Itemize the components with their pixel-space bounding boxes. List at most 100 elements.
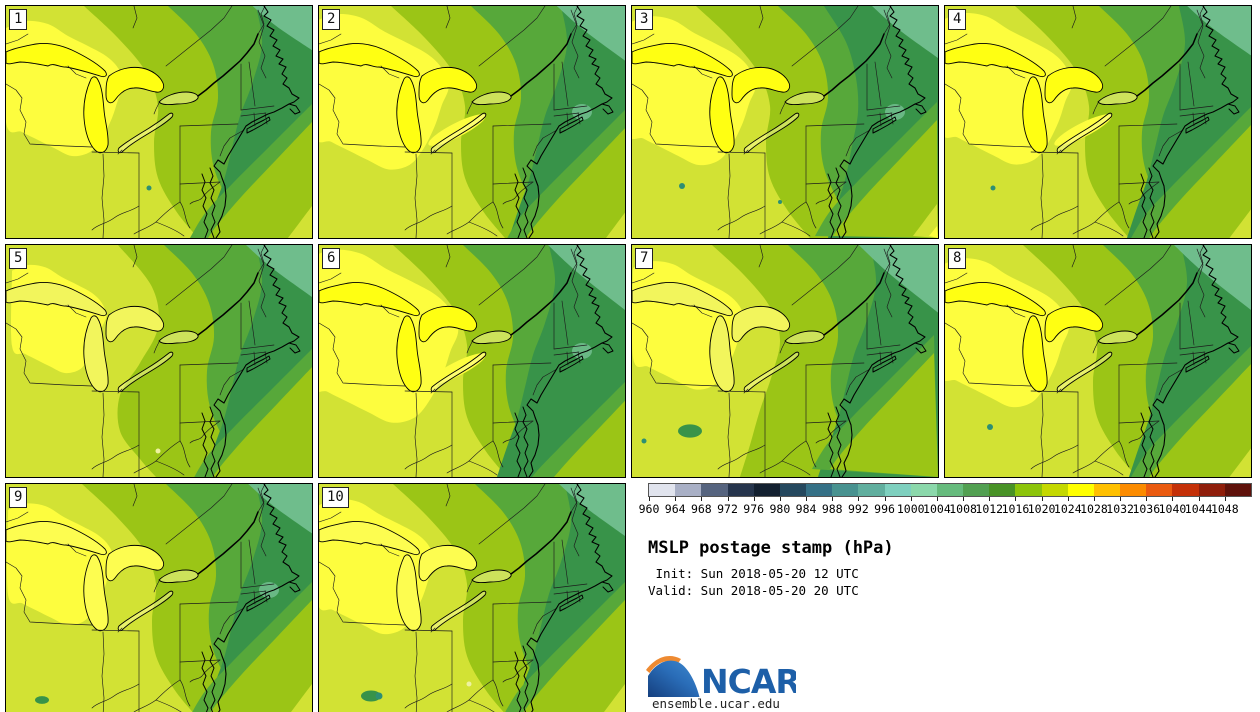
forecast-panel-1: 1 bbox=[5, 5, 313, 239]
colorbar-tick-label: 1012 bbox=[975, 502, 1004, 516]
colorbar-segment bbox=[963, 484, 990, 496]
colorbar-tick-label: 992 bbox=[848, 502, 869, 516]
colorbar-tick bbox=[701, 497, 703, 501]
ncar-logo: NCAR bbox=[646, 653, 801, 702]
colorbar-segment bbox=[1198, 484, 1225, 496]
ncar-swoosh-blue-icon bbox=[648, 660, 700, 697]
colorbar-tick bbox=[753, 497, 755, 501]
colorbar-tick-label: 1044 bbox=[1184, 502, 1213, 516]
panel-number-badge: 7 bbox=[635, 248, 654, 269]
colorbar-tick-label: 1024 bbox=[1053, 502, 1082, 516]
colorbar-segment bbox=[753, 484, 780, 496]
colorbar-tick-label: 1032 bbox=[1106, 502, 1134, 516]
forecast-panel-9: 9 bbox=[5, 483, 313, 712]
colorbar-tick-label: 984 bbox=[795, 502, 817, 516]
colorbar-tick bbox=[806, 497, 808, 501]
colorbar-segment bbox=[806, 484, 833, 496]
colorbar-segment bbox=[858, 484, 885, 496]
colorbar-tick bbox=[1015, 497, 1017, 501]
colorbar-segment bbox=[1172, 484, 1199, 496]
colorbar-segment bbox=[779, 484, 807, 496]
panel-number-badge: 1 bbox=[9, 9, 28, 30]
colorbar-segment bbox=[884, 484, 911, 496]
colorbar-tick bbox=[1224, 497, 1226, 501]
panel-number-badge: 3 bbox=[635, 9, 654, 30]
panel-number-badge: 4 bbox=[948, 9, 967, 30]
colorbar-tick bbox=[858, 497, 860, 501]
colorbar-tick-label: 960 bbox=[638, 502, 660, 516]
panel-number-badge: 9 bbox=[9, 487, 28, 508]
colorbar-tick bbox=[1093, 497, 1095, 501]
forecast-panel-10: 10 bbox=[318, 483, 626, 712]
colorbar-segment bbox=[1093, 484, 1121, 496]
forecast-panel-2: 2 bbox=[318, 5, 626, 239]
panel-number-badge: 5 bbox=[9, 248, 28, 269]
colorbar-segment bbox=[1041, 484, 1068, 496]
colorbar-tick-label: 1040 bbox=[1158, 502, 1187, 516]
colorbar-tick-label: 976 bbox=[743, 502, 765, 516]
colorbar-tick-label: 964 bbox=[664, 502, 686, 516]
site-url: ensemble.ucar.edu bbox=[652, 696, 780, 711]
colorbar-segment bbox=[1224, 484, 1251, 496]
panel-number-badge: 8 bbox=[948, 248, 967, 269]
colorbar-tick-label: 968 bbox=[690, 502, 712, 516]
colorbar bbox=[648, 483, 1252, 497]
colorbar-tick bbox=[649, 497, 650, 501]
colorbar-segment bbox=[727, 484, 754, 496]
colorbar-tick-label: 1004 bbox=[923, 502, 951, 516]
colorbar-segment bbox=[675, 484, 702, 496]
colorbar-segment bbox=[1015, 484, 1042, 496]
colorbar-tick bbox=[1146, 497, 1148, 501]
panel-number-badge: 10 bbox=[322, 487, 349, 508]
forecast-panel-6: 6 bbox=[318, 244, 626, 478]
panel-number-badge: 6 bbox=[322, 248, 341, 269]
colorbar-tick bbox=[1198, 497, 1200, 501]
colorbar-segment bbox=[936, 484, 964, 496]
colorbar-tick-label: 1008 bbox=[949, 502, 977, 516]
legend-block: 960 964 968 972 976 980 984 988 992 996 1000 1004 10… bbox=[639, 483, 1252, 516]
forecast-panel-7: 7 bbox=[631, 244, 939, 478]
colorbar-tick bbox=[884, 497, 886, 501]
ncar-logo-text: NCAR bbox=[701, 662, 796, 698]
ncar-swoosh-orange-icon bbox=[646, 656, 681, 673]
colorbar-tick bbox=[779, 497, 781, 501]
colorbar-tick-label: 1036 bbox=[1132, 502, 1161, 516]
colorbar-tick-label: 996 bbox=[874, 502, 895, 516]
colorbar-tick-label: 980 bbox=[769, 502, 791, 516]
colorbar-tick-label: 1000 bbox=[896, 502, 925, 516]
colorbar-tick-label: 1048 bbox=[1210, 502, 1239, 516]
colorbar-tick-label: 988 bbox=[821, 502, 843, 516]
colorbar-tick bbox=[1041, 497, 1043, 501]
colorbar-tick-label: 1020 bbox=[1027, 502, 1056, 516]
init-valid-text: Init: Sun 2018-05-20 12 UTC Valid: Sun 20… bbox=[648, 566, 859, 599]
colorbar-tick-label: 1028 bbox=[1080, 502, 1108, 516]
colorbar-tick-label: 972 bbox=[717, 502, 738, 516]
figure-title: MSLP postage stamp (hPa) bbox=[648, 538, 894, 558]
panel-number-badge: 2 bbox=[322, 9, 341, 30]
colorbar-segment bbox=[989, 484, 1016, 496]
colorbar-segment bbox=[1120, 484, 1147, 496]
colorbar-segment bbox=[1067, 484, 1094, 496]
init-time-label: Init: Sun 2018-05-20 12 UTC bbox=[648, 566, 859, 581]
colorbar-tick-label: 1016 bbox=[1001, 502, 1030, 516]
forecast-panel-3: 3 bbox=[631, 5, 939, 239]
colorbar-tick bbox=[936, 497, 938, 501]
colorbar-tick bbox=[910, 497, 912, 501]
colorbar-segment bbox=[1146, 484, 1173, 496]
forecast-panel-4: 4 bbox=[944, 5, 1252, 239]
forecast-panel-5: 5 bbox=[5, 244, 313, 478]
colorbar-segment bbox=[701, 484, 728, 496]
colorbar-segment bbox=[649, 484, 676, 496]
colorbar-tick bbox=[963, 497, 965, 501]
colorbar-tick bbox=[1120, 497, 1122, 501]
colorbar-tick bbox=[1067, 497, 1069, 501]
valid-time-label: Valid: Sun 2018-05-20 20 UTC bbox=[648, 582, 859, 598]
colorbar-segment bbox=[832, 484, 859, 496]
colorbar-tick bbox=[675, 497, 677, 501]
colorbar-tick bbox=[727, 497, 729, 501]
colorbar-tick bbox=[832, 497, 834, 501]
colorbar-tick bbox=[989, 497, 991, 501]
forecast-panel-8: 8 bbox=[944, 244, 1252, 478]
colorbar-tick bbox=[1172, 497, 1174, 501]
